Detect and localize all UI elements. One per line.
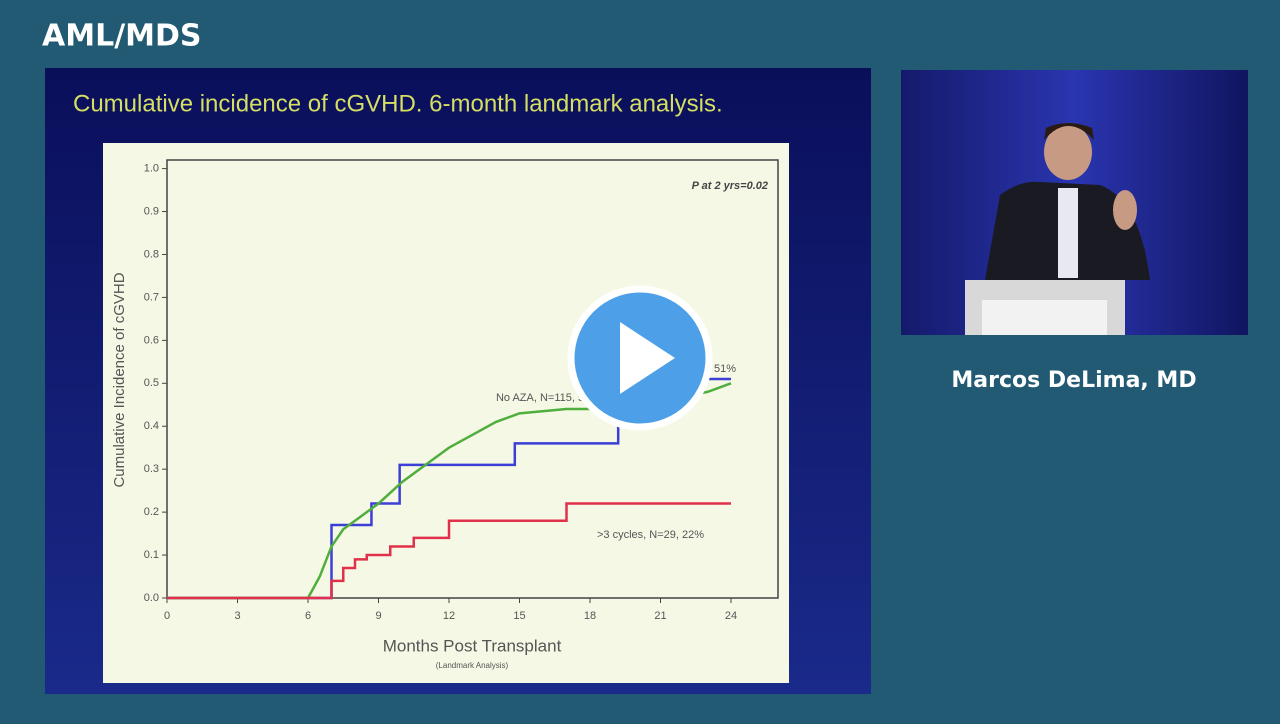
x-tick-label: 6 (305, 610, 311, 622)
y-tick-label: 1.0 (144, 162, 159, 174)
x-tick-label: 12 (443, 610, 455, 622)
plot-frame (166, 159, 779, 599)
y-tick-label: 0.9 (144, 205, 159, 217)
slide-title: Cumulative incidence of cGVHD. 6-month l… (73, 90, 723, 117)
x-tick-label: 3 (234, 610, 240, 622)
x-tick-label: 21 (654, 610, 666, 622)
y-tick-label: 0.7 (144, 291, 159, 303)
series-line (167, 502, 731, 600)
y-tick-label: 0.6 (144, 334, 159, 346)
series-label: >3 cycles, N=29, 22% (597, 529, 704, 541)
speaker-figure (965, 123, 1150, 335)
y-tick-label: 0.1 (144, 549, 159, 561)
play-button[interactable] (567, 285, 713, 431)
y-tick-label: 0.5 (144, 377, 159, 389)
y-tick-label: 0.4 (144, 420, 159, 432)
x-axis-sublabel: (Landmark Analysis) (436, 661, 509, 670)
p-value: P at 2 yrs=0.02 (692, 180, 768, 192)
y-tick-label: 0.0 (144, 592, 159, 604)
speaker-name: Marcos DeLima, MD (951, 368, 1196, 393)
x-tick-label: 15 (513, 610, 525, 622)
y-tick-label: 0.8 (144, 248, 159, 260)
series-label: 51% (714, 363, 736, 375)
y-tick-label: 0.2 (144, 506, 159, 518)
x-tick-label: 24 (725, 610, 737, 622)
series-label: No AZA, N=115, 50% (496, 392, 600, 404)
x-tick-label: 0 (164, 610, 170, 622)
header-title: AML/MDS (42, 19, 202, 54)
y-tick-label: 0.3 (144, 463, 159, 475)
x-axis-label: Months Post Transplant (383, 636, 562, 655)
x-tick-label: 9 (375, 610, 381, 622)
x-tick-label: 18 (584, 610, 596, 622)
y-axis-label: Cumulative Incidence of cGVHD (111, 272, 128, 487)
